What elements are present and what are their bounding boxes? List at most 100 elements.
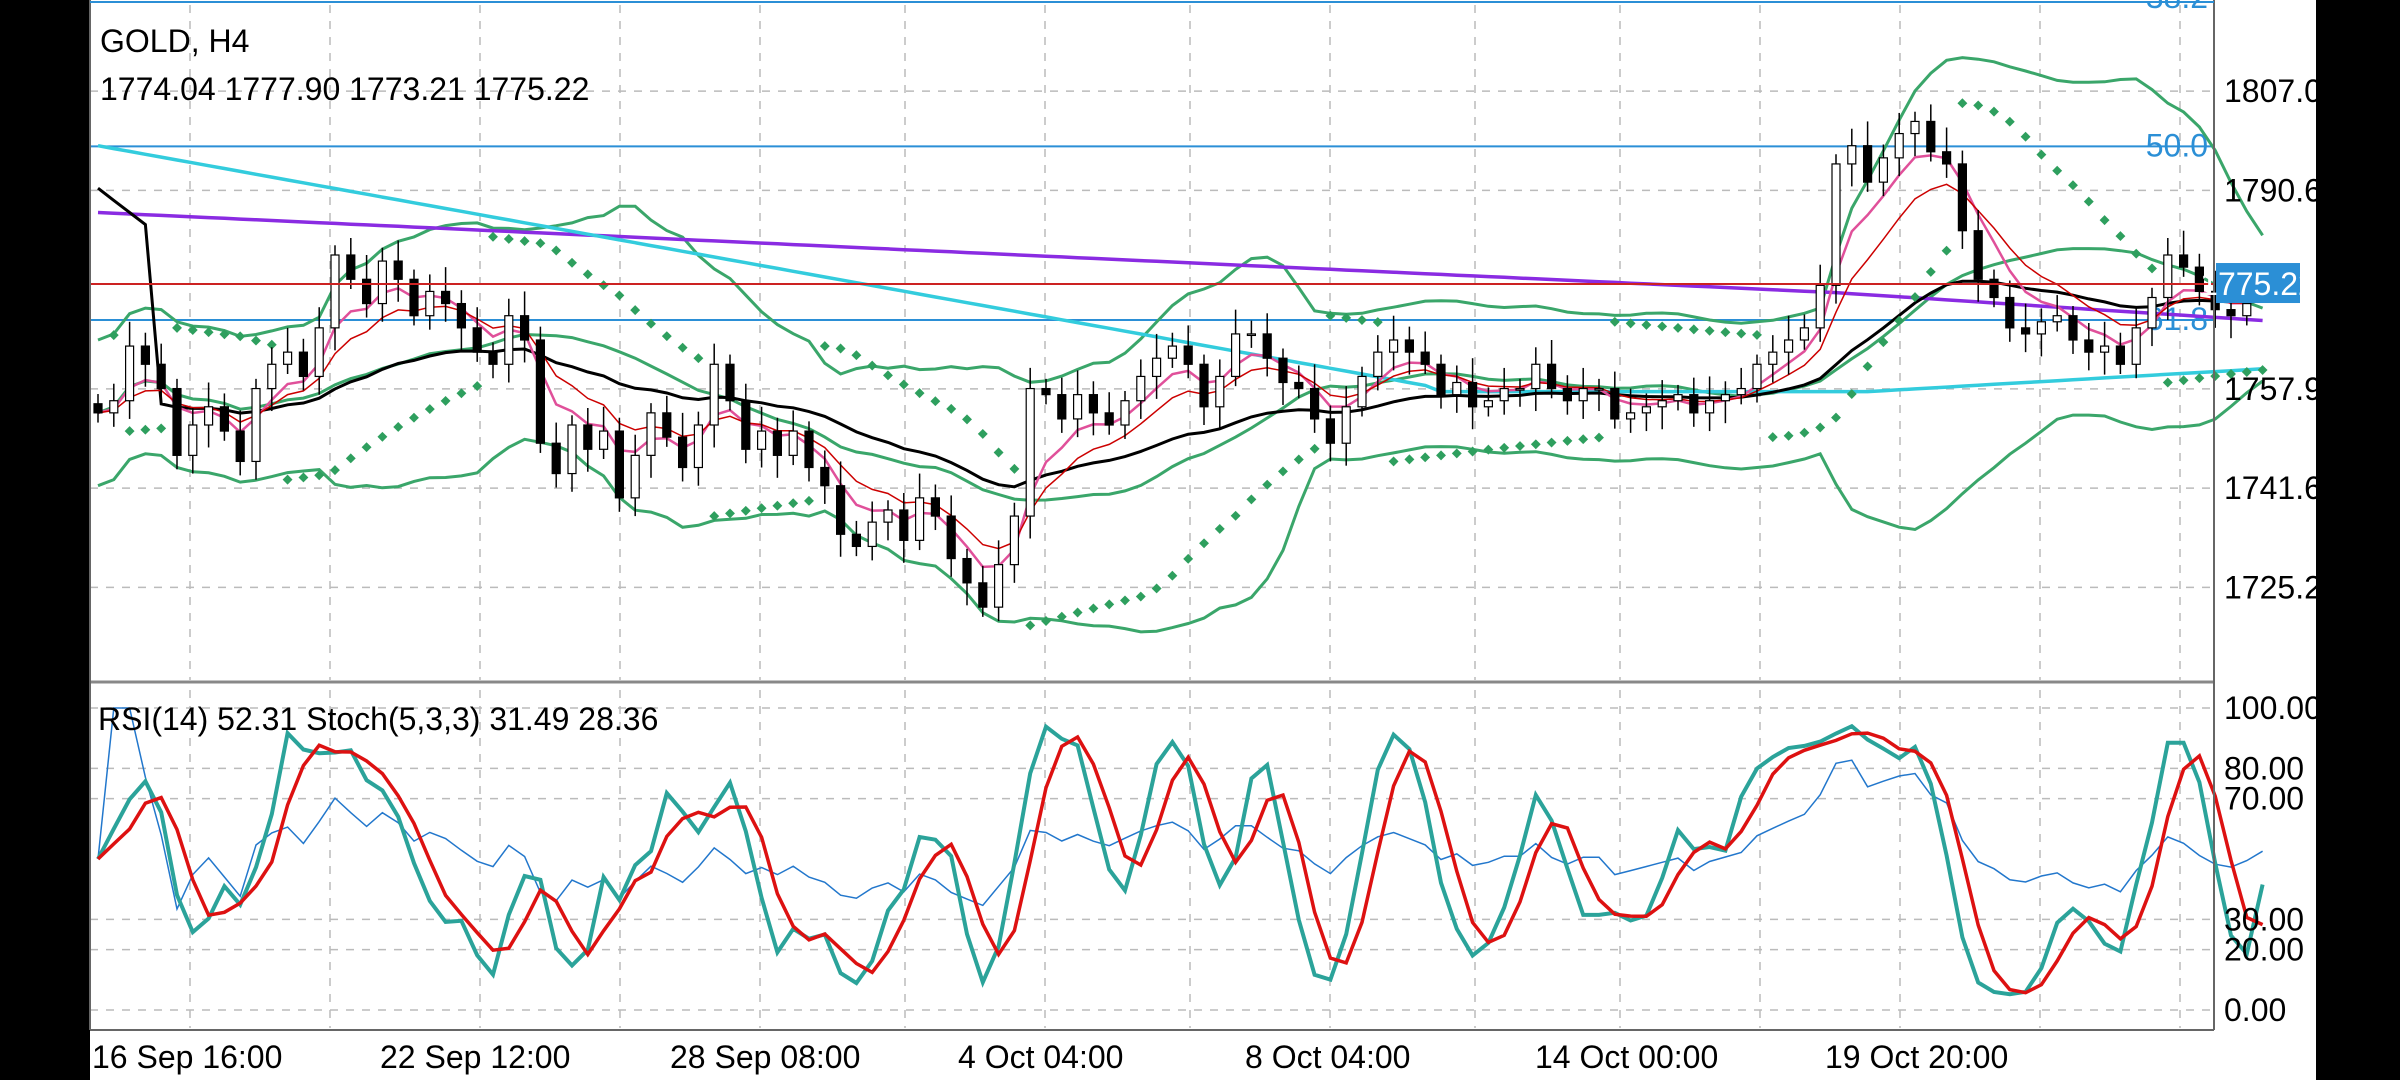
fibonacci-levels[interactable]: 38.250.061.8 xyxy=(90,0,2214,337)
candle-body xyxy=(1120,400,1130,426)
price-tick-label: 1725.25 xyxy=(2224,569,2340,605)
candle-body xyxy=(409,278,419,317)
candle-body xyxy=(156,363,166,390)
time-tick-label: 28 Sep 08:00 xyxy=(670,1039,860,1075)
candle-body xyxy=(425,290,435,317)
candle-body xyxy=(1483,400,1494,408)
fib-level-label: 50.0 xyxy=(2146,127,2208,163)
candle-body xyxy=(535,339,546,444)
candle-body xyxy=(504,315,514,365)
candle-body xyxy=(124,345,135,402)
candle-body xyxy=(1025,387,1035,517)
candle-body xyxy=(883,509,893,523)
symbol-timeframe: GOLD, H4 xyxy=(100,23,249,59)
candle-body xyxy=(1941,151,1952,165)
sar-dot xyxy=(1025,620,1036,631)
candle-body xyxy=(1594,387,1604,391)
candle-body xyxy=(993,564,1004,608)
sar-dot xyxy=(1562,435,1573,446)
sar-dot xyxy=(1199,538,1209,549)
sar-dot xyxy=(725,508,735,519)
candle-body xyxy=(1420,351,1430,365)
sar-dot xyxy=(1530,439,1541,450)
sar-dot xyxy=(219,329,230,340)
sar-dot xyxy=(1341,312,1352,323)
candle-body xyxy=(1246,333,1257,337)
candle-body xyxy=(1294,381,1304,390)
candle-body xyxy=(1041,387,1051,396)
time-tick-label: 14 Oct 00:00 xyxy=(1535,1039,1718,1075)
sar-dot xyxy=(1767,432,1778,443)
price-axis[interactable]: 1807.00 1790.65 1757.95 1741.60 1725.25 xyxy=(2224,73,2340,605)
candle-body xyxy=(2036,321,2047,335)
sar-dot xyxy=(1262,479,1273,490)
sar-dot xyxy=(314,470,325,481)
candle-body xyxy=(914,497,925,541)
candle-body xyxy=(1357,375,1367,408)
sar-dot xyxy=(1720,327,1731,338)
candle-body xyxy=(235,430,245,463)
candle-body xyxy=(172,387,182,456)
stoch-main-line xyxy=(96,723,2265,997)
sar-dot xyxy=(1072,607,1083,618)
candle-body xyxy=(788,430,798,456)
candle-body xyxy=(1341,406,1351,444)
candle-body xyxy=(219,406,229,432)
sar-dot xyxy=(1973,100,1984,111)
sar-dot xyxy=(1688,324,1699,335)
candle-body xyxy=(1088,394,1099,414)
sar-dot xyxy=(1499,442,1510,453)
sar-dot xyxy=(1230,510,1241,521)
candle-body xyxy=(1973,230,1983,280)
candle-body xyxy=(1072,394,1083,420)
sar-dot xyxy=(693,353,704,364)
candle-body xyxy=(693,424,704,469)
indicator-tick-label: 30.00 xyxy=(2224,901,2304,937)
candle-body xyxy=(2163,254,2173,299)
current-price-tag: 1775.22 xyxy=(2200,263,2316,304)
sar-dot xyxy=(1104,599,1115,610)
sar-dot xyxy=(298,472,309,483)
sar-dot xyxy=(946,403,957,414)
candle-body xyxy=(756,430,767,450)
sar-dot xyxy=(582,269,593,280)
candle-body xyxy=(140,345,150,365)
candle-body xyxy=(820,466,830,487)
candle-body xyxy=(962,557,972,584)
candle-body xyxy=(662,412,672,438)
candle-body xyxy=(1183,345,1193,365)
candle-body xyxy=(1957,163,1968,232)
candle-body xyxy=(93,403,103,414)
sar-dot xyxy=(819,341,830,352)
sar-dot xyxy=(1799,427,1810,438)
candle-body xyxy=(1151,357,1162,378)
sar-dot xyxy=(330,465,340,476)
candle-body xyxy=(283,351,293,365)
candle-body xyxy=(362,278,372,305)
candle-body xyxy=(1831,163,1841,286)
candle-body xyxy=(1388,339,1399,353)
sar-dot xyxy=(914,388,925,399)
candle-body xyxy=(1309,387,1320,420)
candle-body xyxy=(946,515,956,560)
candle-body xyxy=(1057,394,1067,420)
sar-dot xyxy=(661,331,672,342)
indicator-lines xyxy=(96,707,2265,997)
candle-body xyxy=(899,509,909,541)
candle-body xyxy=(1167,345,1178,359)
sar-dot xyxy=(1673,322,1683,333)
sar-dot xyxy=(977,428,988,439)
candle-body xyxy=(2100,345,2110,353)
indicator-pane[interactable] xyxy=(90,690,2265,1028)
sar-dot xyxy=(1404,454,1415,465)
candle-body xyxy=(188,424,198,456)
candle-body xyxy=(109,400,119,414)
sar-dot xyxy=(709,511,720,522)
candle-body xyxy=(835,485,846,535)
sar-dot xyxy=(108,330,119,341)
time-tick-label: 16 Sep 16:00 xyxy=(92,1039,282,1075)
sar-dot xyxy=(1246,494,1257,505)
sar-dot xyxy=(1910,292,1920,303)
time-axis[interactable]: 16 Sep 16:00 22 Sep 12:00 28 Sep 08:00 4 Oc… xyxy=(92,1039,2008,1075)
